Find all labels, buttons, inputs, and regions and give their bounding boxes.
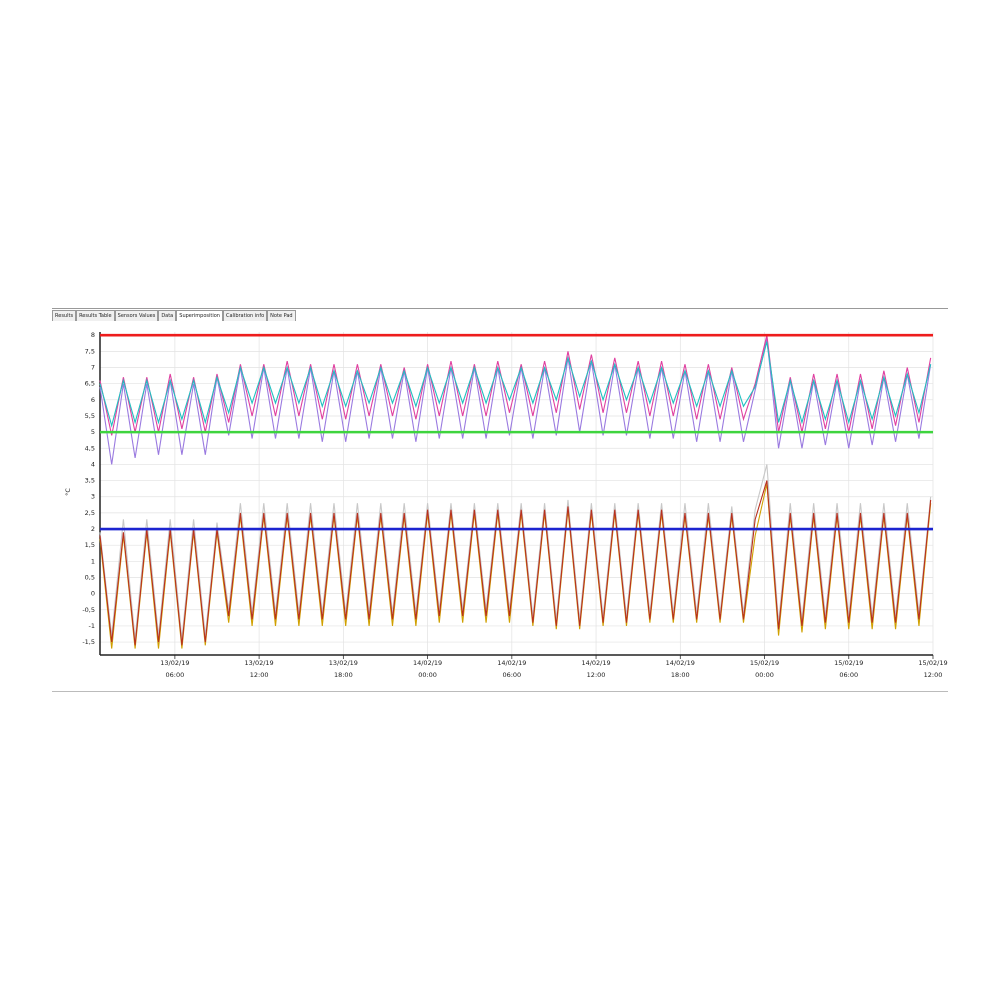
tab[interactable]: Results Table — [76, 310, 115, 321]
y-axis-label: °C — [64, 488, 72, 496]
x-tick-label: 14/02/19 06:00 — [497, 659, 527, 679]
y-tick-label: -0,5 — [82, 606, 95, 614]
x-tick-label: 15/02/19 06:00 — [834, 659, 864, 679]
y-tick-label: 5,5 — [85, 412, 95, 420]
y-tick-label: 0,5 — [85, 573, 95, 581]
tab[interactable]: Data — [158, 310, 177, 321]
y-tick-label: 1,5 — [85, 541, 95, 549]
tab[interactable]: Sensors Values — [114, 310, 159, 321]
y-tick-label: -1,5 — [82, 638, 95, 646]
x-tick-label: 14/02/19 00:00 — [412, 659, 443, 679]
y-tick-label: 1 — [91, 557, 95, 565]
y-tick-label: 7 — [91, 364, 95, 372]
tab-bar: Results Results Table Sensors Values Data Su… — [52, 310, 296, 321]
y-tick-label: 7,5 — [85, 347, 95, 355]
y-tick-label: 0 — [91, 590, 95, 598]
x-tick-label: 14/02/19 12:00 — [581, 659, 611, 679]
y-tick-label: 2 — [91, 525, 95, 533]
y-tick-label: 8 — [91, 331, 95, 339]
y-tick-label: 6 — [91, 396, 95, 404]
y-tick-label: -1 — [89, 622, 95, 630]
data-line — [99, 464, 932, 639]
x-tick-label: 15/02/19 12:00 — [918, 659, 948, 679]
x-tick-label: 13/02/19 18:00 — [328, 659, 358, 679]
tab[interactable]: Results — [52, 310, 77, 321]
data-line — [99, 338, 932, 465]
tab[interactable]: Calibration info — [222, 310, 268, 321]
x-tick-label: 13/02/19 06:00 — [160, 659, 190, 679]
x-tick-label: 13/02/19 12:00 — [244, 659, 274, 679]
tab[interactable]: Superimposition — [176, 310, 223, 321]
data-line — [99, 341, 932, 428]
y-tick-label: 5 — [91, 428, 95, 436]
y-tick-label: 4 — [91, 460, 95, 468]
y-tick-label: 3 — [91, 493, 95, 501]
y-tick-label: 4,5 — [85, 444, 95, 452]
tab[interactable]: Note Pad — [267, 310, 296, 321]
y-tick-label: 3,5 — [85, 477, 95, 485]
y-tick-label: 6,5 — [85, 380, 95, 388]
x-tick-label: 15/02/19 00:00 — [749, 659, 780, 679]
y-tick-label: 2,5 — [85, 509, 95, 517]
x-tick-label: 14/02/19 18:00 — [665, 659, 695, 679]
